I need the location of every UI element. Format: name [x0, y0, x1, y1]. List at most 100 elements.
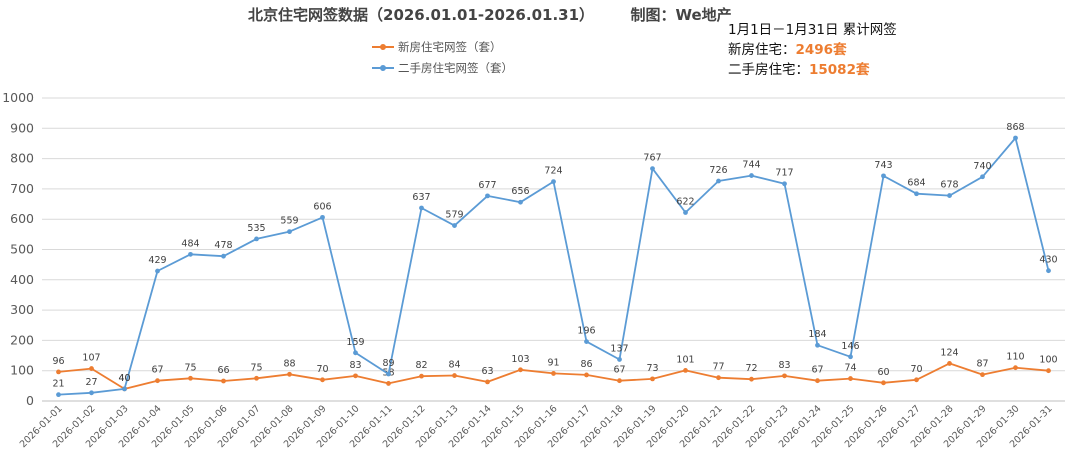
y-tick-label: 0 [26, 393, 34, 408]
data-point-new [914, 377, 919, 383]
data-point-new [89, 366, 94, 371]
summary-heading: 1月1日－1月31日 累计网签 [728, 22, 897, 38]
summary-new-row: 新房住宅：2496套 [728, 40, 897, 60]
data-point-new [188, 375, 193, 381]
data-point-new [518, 367, 523, 373]
data-label-new: 70 [910, 364, 922, 375]
legend-label-new: 新房住宅网签（套） [398, 39, 502, 54]
data-point-second [221, 253, 226, 259]
y-tick-label: 500 [10, 242, 34, 257]
data-point-new [782, 373, 787, 379]
data-point-second [188, 251, 193, 257]
summary-second-row: 二手房住宅：15082套 [728, 60, 897, 80]
data-point-second [254, 236, 259, 242]
data-point-new [881, 380, 886, 386]
data-point-second [1013, 135, 1018, 141]
data-point-new [947, 361, 952, 366]
y-tick-label: 100 [10, 363, 34, 378]
data-label-second: 868 [1006, 122, 1024, 133]
data-point-new [1013, 365, 1018, 371]
data-point-new [716, 375, 721, 381]
data-point-second [353, 350, 358, 356]
data-point-second [881, 173, 886, 179]
data-point-second [617, 357, 622, 362]
data-label-second: 478 [214, 240, 232, 251]
data-label-second: 89 [382, 358, 394, 369]
legend-swatch-second [372, 63, 394, 73]
legend-item-second: 二手房住宅网签（套） [372, 57, 513, 78]
data-point-new [980, 372, 985, 378]
y-tick-label: 900 [10, 120, 34, 135]
data-point-new [848, 376, 853, 381]
data-point-second [122, 386, 127, 392]
data-point-second [683, 210, 688, 215]
data-point-second [848, 354, 853, 360]
data-point-new [485, 379, 490, 385]
data-label-new: 67 [811, 365, 823, 376]
summary-box: 1月1日－1月31日 累计网签 新房住宅：2496套 二手房住宅：15082套 [728, 20, 897, 80]
data-label-second: 196 [577, 326, 595, 337]
chart-credit: 制图：We地产 [630, 6, 732, 24]
data-point-second [947, 193, 952, 198]
data-point-second [155, 268, 160, 274]
data-point-new [650, 376, 655, 382]
data-label-new: 96 [52, 356, 64, 367]
data-point-new [56, 369, 61, 375]
data-point-new [1046, 368, 1051, 374]
data-point-new [320, 377, 325, 383]
data-point-new [221, 378, 226, 384]
data-label-new: 77 [712, 362, 724, 373]
data-label-new: 88 [283, 358, 295, 369]
data-label-second: 27 [85, 377, 97, 388]
data-label-second: 767 [643, 153, 661, 164]
data-label-second: 40 [118, 373, 130, 384]
data-label-new: 70 [316, 364, 328, 375]
data-label-new: 73 [646, 363, 658, 374]
data-point-second [1046, 268, 1051, 274]
data-point-second [716, 178, 721, 184]
data-label-new: 72 [745, 363, 757, 374]
data-label-second: 637 [412, 192, 430, 203]
data-point-second [980, 174, 985, 180]
data-label-new: 103 [511, 354, 529, 365]
summary-second-label: 二手房住宅： [728, 62, 809, 78]
data-label-new: 75 [184, 362, 196, 373]
data-label-new: 75 [250, 362, 262, 373]
data-label-new: 67 [151, 365, 163, 376]
data-label-new: 107 [82, 353, 100, 364]
data-label-new: 66 [217, 365, 229, 376]
data-point-second [287, 229, 292, 235]
data-point-new [584, 372, 589, 378]
data-label-new: 82 [415, 360, 427, 371]
data-point-second [914, 191, 919, 197]
data-label-second: 535 [247, 223, 265, 234]
data-point-new [287, 371, 292, 377]
data-point-second [386, 371, 391, 377]
data-label-new: 124 [940, 347, 958, 358]
data-label-new: 87 [976, 359, 988, 370]
data-label-second: 740 [973, 161, 991, 172]
data-point-new [551, 371, 556, 376]
data-point-second [782, 181, 787, 187]
data-label-new: 84 [448, 360, 460, 371]
legend-item-new: 新房住宅网签（套） [372, 36, 513, 57]
legend-label-second: 二手房住宅网签（套） [398, 60, 513, 75]
data-point-second [320, 214, 325, 220]
data-label-second: 726 [709, 165, 727, 176]
summary-new-label: 新房住宅： [728, 42, 796, 58]
data-label-second: 677 [478, 180, 496, 191]
data-label-second: 684 [907, 178, 925, 189]
data-label-new: 110 [1006, 352, 1024, 363]
data-point-new [419, 373, 424, 379]
data-label-second: 484 [181, 238, 199, 249]
data-label-new: 40 [118, 373, 130, 384]
y-tick-label: 200 [10, 332, 34, 347]
data-point-new [155, 378, 160, 384]
y-tick-label: 700 [10, 181, 34, 196]
data-point-second [650, 166, 655, 171]
y-tick-label: 800 [10, 151, 34, 166]
data-label-new: 83 [349, 360, 361, 371]
data-label-second: 717 [775, 168, 793, 179]
